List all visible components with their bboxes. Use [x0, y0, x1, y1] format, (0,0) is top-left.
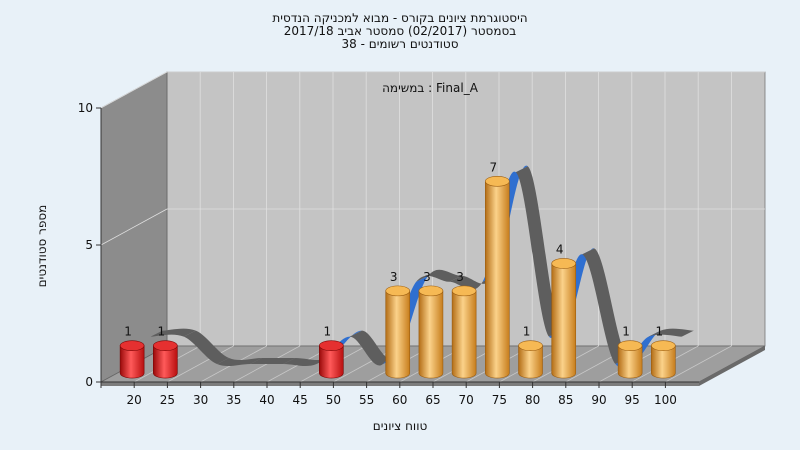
bar-body [651, 345, 676, 379]
bar-top [485, 175, 510, 187]
y-axis-title: מספר סטודנטים [35, 205, 49, 288]
ribbon-segment [582, 248, 628, 364]
data-label: 4 [556, 242, 564, 256]
data-label: 1 [655, 325, 663, 339]
grid-line-floor [665, 345, 732, 383]
grid-line-side-h [100, 71, 168, 109]
bar-75 [485, 175, 510, 379]
bar-20 [119, 340, 145, 379]
bar-top [153, 340, 178, 351]
y-tick-label: 0 [85, 375, 93, 389]
bar-body [451, 290, 477, 379]
chart-title-line-2: בסמסטר (02/2017) סמסטר אביב 2017/18 [283, 24, 517, 38]
bar-top [319, 340, 344, 351]
bar-body [385, 290, 411, 379]
ribbon-segment [283, 358, 329, 367]
y-tick-label: 5 [85, 238, 93, 252]
bar-70 [451, 285, 477, 379]
bar-80 [518, 340, 543, 379]
bar-50 [319, 340, 344, 379]
x-tick-label: 100 [654, 393, 677, 407]
x-axis-title: טווח ציונים [373, 419, 428, 433]
bar-top [119, 340, 145, 351]
data-label: 3 [456, 270, 464, 284]
bar-65 [418, 285, 444, 379]
ribbon-segment [217, 358, 263, 367]
data-label: 1 [323, 325, 331, 339]
data-label: 7 [489, 160, 497, 174]
bar-top [451, 285, 477, 297]
bar-top [651, 340, 676, 351]
data-label: 1 [124, 325, 132, 339]
bar-top [385, 285, 411, 297]
bar-25 [153, 340, 178, 379]
data-label: 3 [423, 270, 431, 284]
ribbon-segment [349, 330, 395, 366]
x-tick-label: 40 [259, 393, 274, 407]
bar-95 [617, 340, 643, 379]
bar-body [518, 345, 543, 379]
grid-line-floor [167, 345, 234, 383]
x-tick-label: 70 [459, 393, 474, 407]
x-tick-label: 25 [160, 393, 175, 407]
x-tick-label: 95 [625, 393, 640, 407]
y-ticks-group: 0 5 10 [78, 101, 101, 389]
chart-title-line-1: היסטוגרמת ציונים בקורס - מבוא למכניקה הנ… [272, 11, 528, 25]
ribbon-segment [250, 358, 296, 364]
x-tick-label: 55 [359, 393, 374, 407]
x-tick-label: 65 [425, 393, 440, 407]
data-label: 1 [157, 325, 165, 339]
x-tick-label: 30 [193, 393, 208, 407]
ribbon-segment [449, 275, 495, 290]
bar-85 [551, 258, 577, 379]
bar-top [518, 340, 543, 351]
data-label: 1 [622, 325, 630, 339]
data-label: 1 [523, 325, 531, 339]
ribbon-segment [515, 166, 561, 337]
bar-100 [651, 340, 676, 379]
bar-body [119, 345, 145, 379]
ribbon-segment [150, 328, 196, 337]
x-tick-label: 90 [591, 393, 606, 407]
x-tick-label: 35 [226, 393, 241, 407]
y-tick-label: 10 [78, 101, 93, 115]
data-label: 3 [390, 270, 398, 284]
x-tick-label: 45 [293, 393, 308, 407]
grid-line-side-h [100, 208, 168, 246]
bar-body [617, 345, 643, 379]
x-tick-label: 80 [525, 393, 540, 407]
bar-body [551, 263, 577, 379]
bar-body [153, 345, 178, 379]
ribbon-segment [648, 328, 694, 337]
chart-title-line-3: סטודנטים רשומים - 38 [341, 37, 459, 51]
ribbon-segment [416, 269, 462, 282]
x-ticks-group: 20 25 30 35 40 45 50 55 60 65 70 75 80 85 90 95 100 [100, 382, 677, 407]
bar-body [485, 180, 510, 379]
ribbon-segment [183, 330, 229, 364]
bars-group: 1 1 1 3 3 3 7 1 4 1 1 [119, 160, 676, 379]
bar-top [551, 258, 577, 269]
bar-body [319, 345, 344, 379]
legend-label: במשימה : Final_A [382, 81, 479, 95]
bar-body [418, 290, 444, 379]
x-tick-label: 85 [558, 393, 573, 407]
x-tick-label: 60 [392, 393, 407, 407]
chart-right-edge [699, 346, 765, 386]
bar-top [617, 340, 643, 351]
bar-60 [385, 285, 411, 379]
x-tick-label: 75 [492, 393, 507, 407]
bar-top [418, 285, 444, 297]
x-tick-label: 20 [127, 393, 142, 407]
x-tick-label: 50 [326, 393, 341, 407]
